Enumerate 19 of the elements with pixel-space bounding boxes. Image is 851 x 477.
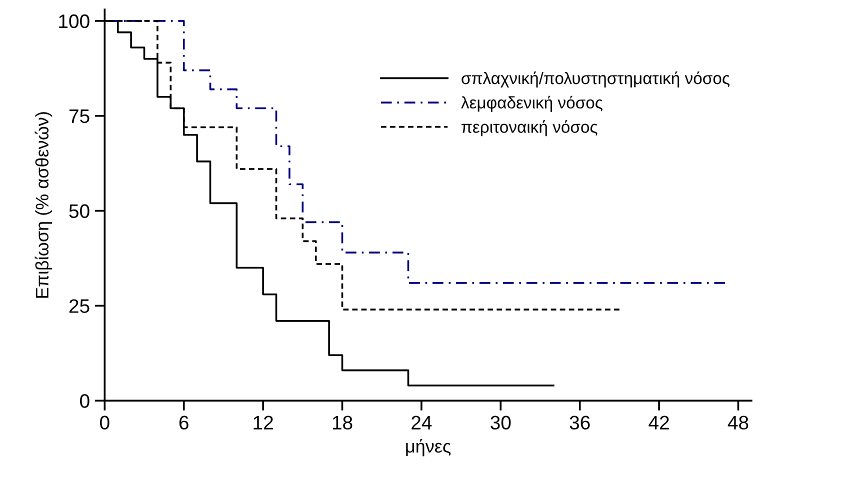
y-tick-label: 0 xyxy=(80,394,90,408)
legend-label: σπλαχνική/πολυστηστηματική νόσος xyxy=(462,71,730,88)
x-tick-label: 36 xyxy=(570,416,590,430)
x-tick-label: 30 xyxy=(490,416,511,430)
x-axis-title: μήνες xyxy=(406,438,451,456)
x-tick-label: 48 xyxy=(728,416,748,430)
x-tick-label: 42 xyxy=(648,416,669,430)
legend-label: περιτοναική νόσος xyxy=(462,120,598,136)
y-tick-label: 25 xyxy=(69,299,90,313)
x-tick-label: 18 xyxy=(332,416,352,430)
y-tick-label: 75 xyxy=(69,110,90,124)
y-tick-label: 100 xyxy=(59,14,90,28)
y-tick-label: 50 xyxy=(69,204,90,218)
x-tick-label: 24 xyxy=(412,416,432,430)
x-tick-label: 0 xyxy=(100,416,110,430)
legend-label: λεμφαδενική νόσος xyxy=(461,96,602,112)
x-tick-label: 12 xyxy=(254,416,273,430)
x-tick-label: 6 xyxy=(179,416,188,430)
y-axis-title: Επιβίωση (% ασθενών) xyxy=(34,112,52,298)
